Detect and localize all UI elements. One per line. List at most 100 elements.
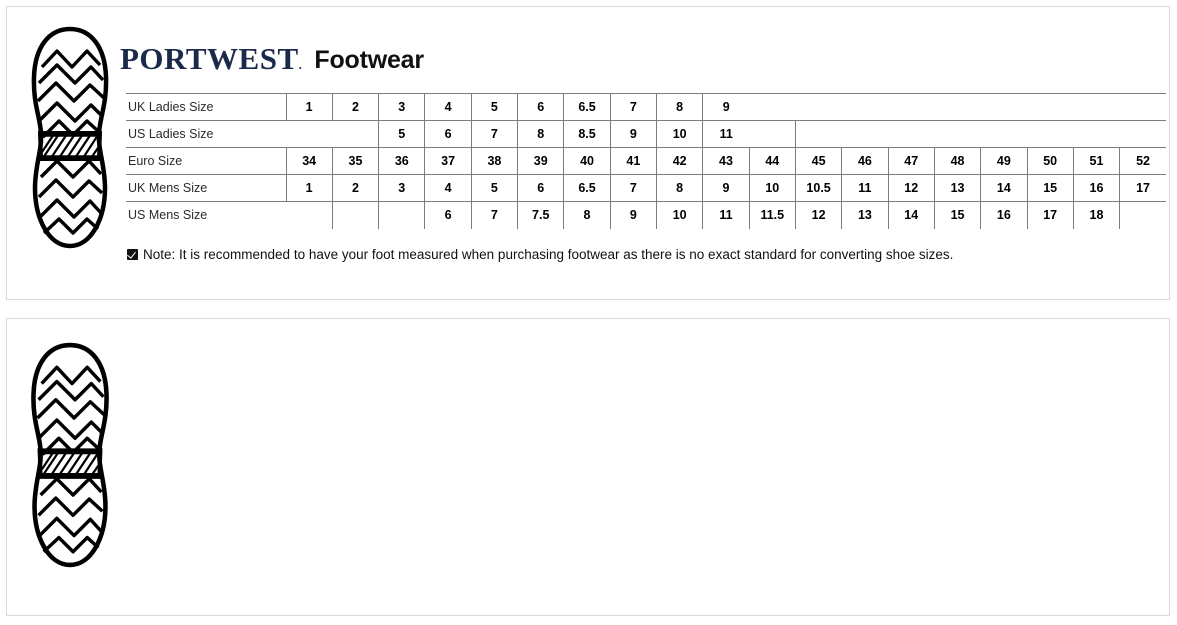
cell [934, 94, 980, 121]
table-row: UK Ladies Size 1 2 3 4 5 6 6.5 7 8 9 [126, 93, 1166, 121]
cell: 9 [609, 120, 657, 148]
cell [888, 94, 934, 121]
cell: 7 [609, 174, 657, 202]
table-row: US Mens Size 6 7 7.5 8 9 10 11 11.5 12 1… [126, 201, 1166, 229]
cell: 2 [331, 93, 379, 121]
cell: 4 [424, 174, 472, 202]
cell: 6 [517, 174, 564, 202]
note-checkbox-icon [127, 249, 138, 260]
cell: 46 [841, 147, 889, 175]
cell: 10.5 [794, 174, 842, 202]
table-row: Euro Size 34 35 36 37 38 39 40 41 42 43 … [126, 147, 1166, 175]
cell [286, 121, 332, 148]
cell: 15 [933, 201, 981, 229]
cell: 52 [1119, 147, 1166, 175]
cell: 42 [655, 147, 703, 175]
cell: 35 [331, 147, 379, 175]
cell [1073, 121, 1119, 148]
cell: 7.5 [517, 201, 564, 229]
cell: 12 [794, 201, 842, 229]
cell: 51 [1072, 147, 1120, 175]
cell: 14 [980, 174, 1027, 202]
row-label: US Ladies Size [128, 127, 214, 141]
cell: 39 [517, 147, 564, 175]
cell: 3 [378, 93, 425, 121]
cell: 4 [424, 93, 472, 121]
cell: 5 [470, 93, 518, 121]
cell: 11 [702, 120, 750, 148]
cell: 10 [748, 174, 796, 202]
cell [794, 120, 842, 148]
cell: 47 [887, 147, 935, 175]
cell: 8 [517, 120, 564, 148]
cell [1073, 94, 1119, 121]
cell [1027, 94, 1073, 121]
cell: 44 [748, 147, 796, 175]
cell: 9 [702, 174, 750, 202]
row-label: UK Mens Size [128, 181, 208, 195]
cell [378, 201, 425, 229]
cell [332, 121, 378, 148]
cell: 43 [702, 147, 750, 175]
cell: 9 [609, 201, 657, 229]
cell [795, 94, 841, 121]
cell: 8 [655, 93, 703, 121]
cell: 3 [378, 174, 425, 202]
portwest-note: Note: It is recommended to have your foo… [127, 247, 953, 262]
portwest-size-chart-panel: PORTWEST. Footwear UK Ladies Size 1 2 3 … [6, 6, 1170, 300]
cell: 16 [980, 201, 1027, 229]
cell: 41 [609, 147, 657, 175]
table-row: US Ladies Size 5 6 7 8 8.5 9 10 11 [126, 120, 1166, 148]
base-size-chart-panel: Base feel the comfort Footwear FOOT LENG… [6, 318, 1170, 616]
cell: 1 [285, 174, 333, 202]
portwest-logo-text: PORTWEST. [120, 41, 303, 76]
cell: 38 [470, 147, 518, 175]
row-label: Euro Size [128, 154, 183, 168]
note-text: Note: It is recommended to have your foo… [143, 247, 954, 262]
cell: 18 [1072, 201, 1120, 229]
cell [1120, 94, 1166, 121]
cell: 48 [933, 147, 981, 175]
cell: 34 [285, 147, 333, 175]
cell [888, 121, 934, 148]
cell [1119, 201, 1166, 229]
cell: 13 [933, 174, 981, 202]
cell: 6.5 [563, 93, 611, 121]
cell: 7 [470, 120, 518, 148]
cell: 11.5 [748, 201, 796, 229]
cell: 10 [655, 120, 703, 148]
table-row: UK Mens Size 1 2 3 4 5 6 6.5 7 8 9 10 10… [126, 174, 1166, 202]
cell: 17 [1026, 201, 1074, 229]
cell: 7 [609, 93, 657, 121]
cell: 5 [378, 120, 425, 148]
cell [981, 121, 1027, 148]
cell: 5 [470, 174, 518, 202]
cell [842, 121, 888, 148]
cell: 8.5 [563, 120, 611, 148]
cell: 13 [841, 201, 889, 229]
cell [749, 121, 795, 148]
cell: 11 [702, 201, 750, 229]
portwest-category-label: Footwear [314, 46, 424, 74]
cell: 6 [517, 93, 564, 121]
cell: 50 [1026, 147, 1074, 175]
cell: 8 [563, 201, 611, 229]
cell: 17 [1119, 174, 1166, 202]
cell: 12 [887, 174, 935, 202]
cell: 1 [285, 93, 333, 121]
cell [842, 94, 888, 121]
cell: 45 [794, 147, 842, 175]
cell: 9 [702, 93, 750, 121]
cell [981, 94, 1027, 121]
cell [331, 201, 379, 229]
cell: 2 [331, 174, 379, 202]
cell: 6 [424, 201, 472, 229]
cell [1027, 121, 1073, 148]
cell: 6.5 [563, 174, 611, 202]
cell [1120, 121, 1166, 148]
cell: 8 [655, 174, 703, 202]
cell: 49 [980, 147, 1027, 175]
cell [286, 202, 332, 229]
cell: 40 [563, 147, 611, 175]
cell: 14 [887, 201, 935, 229]
